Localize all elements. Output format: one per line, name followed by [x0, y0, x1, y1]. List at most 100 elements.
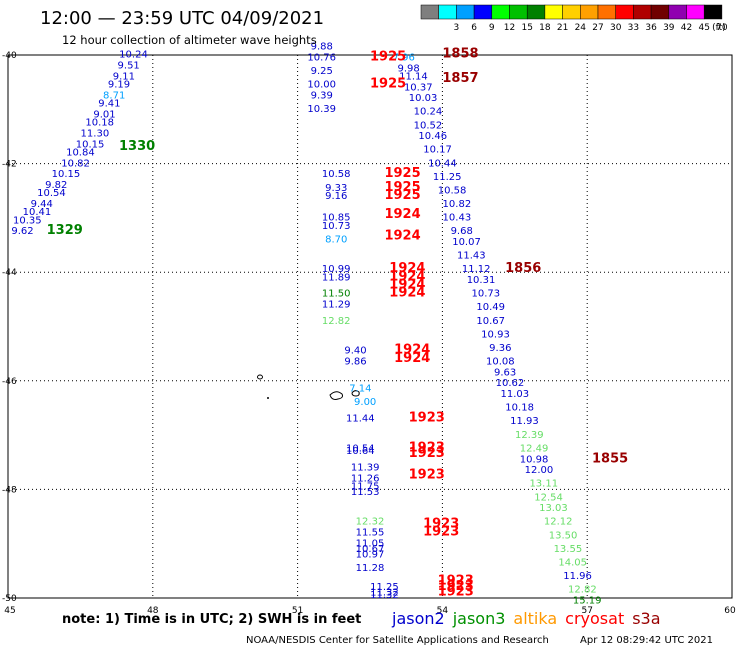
color-scale-label: 12: [504, 23, 515, 33]
x-axis-tick-label: 60: [724, 606, 736, 616]
swh-value: 9.39: [311, 90, 333, 101]
track-time-label: 1923: [409, 468, 445, 483]
units-note: note: 1) Time is in UTC; 2) SWH is in fe…: [62, 612, 362, 627]
swh-value: 11.25: [370, 582, 399, 593]
track-time-label: 1923: [409, 411, 445, 426]
swh-value: 12.82: [568, 585, 597, 596]
track-time-label: 1858: [442, 47, 478, 62]
color-scale-label: 6: [471, 23, 477, 33]
track-time-label: 1924: [394, 343, 430, 358]
swh-value: 12.00: [525, 465, 554, 476]
swh-value: 9.68: [451, 226, 473, 237]
track-time-label: 1925: [384, 166, 420, 181]
swh-value: 11.29: [322, 299, 351, 310]
swh-value: 10.24: [414, 107, 443, 118]
color-scale-swatch: [509, 4, 528, 20]
swh-value: 11.53: [351, 487, 380, 498]
swh-value: 11.25: [433, 172, 462, 183]
swh-value: 10.43: [443, 213, 472, 224]
swh-value: 10.52: [414, 120, 443, 131]
swh-value: 9.44: [31, 199, 53, 210]
island-outline: [257, 374, 263, 380]
swh-value: 8.71: [103, 90, 125, 101]
swh-value: 10.18: [85, 118, 114, 129]
swh-value: 9.19: [108, 80, 130, 91]
swh-value: 12.54: [534, 492, 563, 503]
track-time-label: 1923: [438, 584, 474, 599]
color-scale-label: 27: [592, 23, 603, 33]
color-scale-swatch: [438, 4, 457, 20]
x-axis-tick-label: 51: [292, 606, 303, 616]
color-scale-swatch: [420, 4, 439, 20]
swh-value: 12.39: [515, 430, 544, 441]
x-axis-tick-label: 54: [437, 606, 449, 616]
track-time-label: 1925: [370, 49, 406, 64]
swh-value: 9.25: [311, 66, 333, 77]
color-scale-label: 15: [521, 23, 532, 33]
swh-value: 10.73: [322, 221, 351, 232]
color-scale-swatch: [491, 4, 510, 20]
swh-value: 9.98: [397, 63, 419, 74]
color-scale-swatch: [473, 4, 493, 20]
swh-value: 11.32: [370, 590, 399, 601]
color-scale-label: 30: [610, 23, 622, 33]
swh-value: 10.99: [322, 264, 351, 275]
swh-value: 11.75: [351, 481, 380, 492]
swh-value: 11.30: [81, 128, 110, 139]
swh-value: 10.41: [23, 207, 52, 218]
color-scale-label: 45: [698, 23, 709, 33]
swh-value: 9.88: [311, 42, 333, 53]
track-time-label: 1924: [389, 286, 425, 301]
swh-value: 11.03: [500, 389, 529, 400]
track-time-label: 1923: [423, 516, 459, 531]
swh-value: 12.32: [356, 517, 385, 528]
swh-value: 10.54: [37, 188, 66, 199]
swh-value: 10.67: [476, 316, 505, 327]
swh-value: 11.26: [351, 473, 380, 484]
swh-value: 11.32: [370, 587, 399, 598]
swh-value: 9.62: [11, 226, 33, 237]
swh-value: 9.16: [325, 191, 347, 202]
island-dot: [267, 397, 269, 399]
color-scale-swatch: [597, 4, 616, 20]
track-time-label: 1925: [384, 188, 420, 203]
swh-value: 11.43: [457, 251, 486, 262]
swh-value: 10.85: [322, 213, 351, 224]
track-time-label: 1925: [370, 77, 406, 92]
swh-value: 12.12: [544, 517, 573, 528]
x-axis-tick-label: 48: [147, 606, 159, 616]
track-time-label: 1923: [409, 440, 445, 455]
satellite-legend: jason2 jason3 altika cryosat s3a: [392, 609, 669, 628]
swh-value: 10.64: [346, 446, 375, 457]
satellite-legend-item: s3a: [632, 609, 661, 628]
track-time-label: 1856: [505, 261, 541, 276]
satellite-legend-item: jason2: [392, 609, 445, 628]
swh-value: 11.14: [399, 71, 428, 82]
swh-value: 10.15: [76, 139, 105, 150]
swh-value: 10.58: [438, 185, 467, 196]
color-scale-swatch: [686, 4, 705, 20]
swh-value: 11.28: [356, 563, 385, 574]
track-time-label: 1925: [384, 180, 420, 195]
swh-value: 11.12: [462, 264, 491, 275]
swh-value: 14.05: [558, 557, 587, 568]
credit-text: NOAA/NESDIS Center for Satellite Applica…: [246, 635, 549, 646]
swh-value: 10.35: [13, 215, 42, 226]
swh-value: 9.41: [98, 99, 120, 110]
swh-value: 7.96: [393, 52, 415, 63]
satellite-legend-item: cryosat: [565, 609, 625, 628]
swh-value: 10.44: [428, 158, 457, 169]
y-axis-tick-label: -46: [2, 377, 17, 387]
swh-value: 15.19: [573, 595, 602, 606]
swh-value: 8.70: [325, 234, 347, 245]
swh-value: 10.97: [356, 549, 385, 560]
track-time-label: 1923: [423, 525, 459, 540]
swh-value: 10.37: [404, 82, 433, 93]
color-scale-label: 70: [716, 23, 728, 33]
color-scale-label: 24: [575, 23, 587, 33]
color-scale-swatch: [544, 4, 563, 20]
swh-value: 13.50: [549, 530, 578, 541]
color-scale-swatch: [615, 4, 634, 20]
swh-value: 10.98: [520, 454, 549, 465]
track-time-label: 1924: [384, 229, 420, 244]
